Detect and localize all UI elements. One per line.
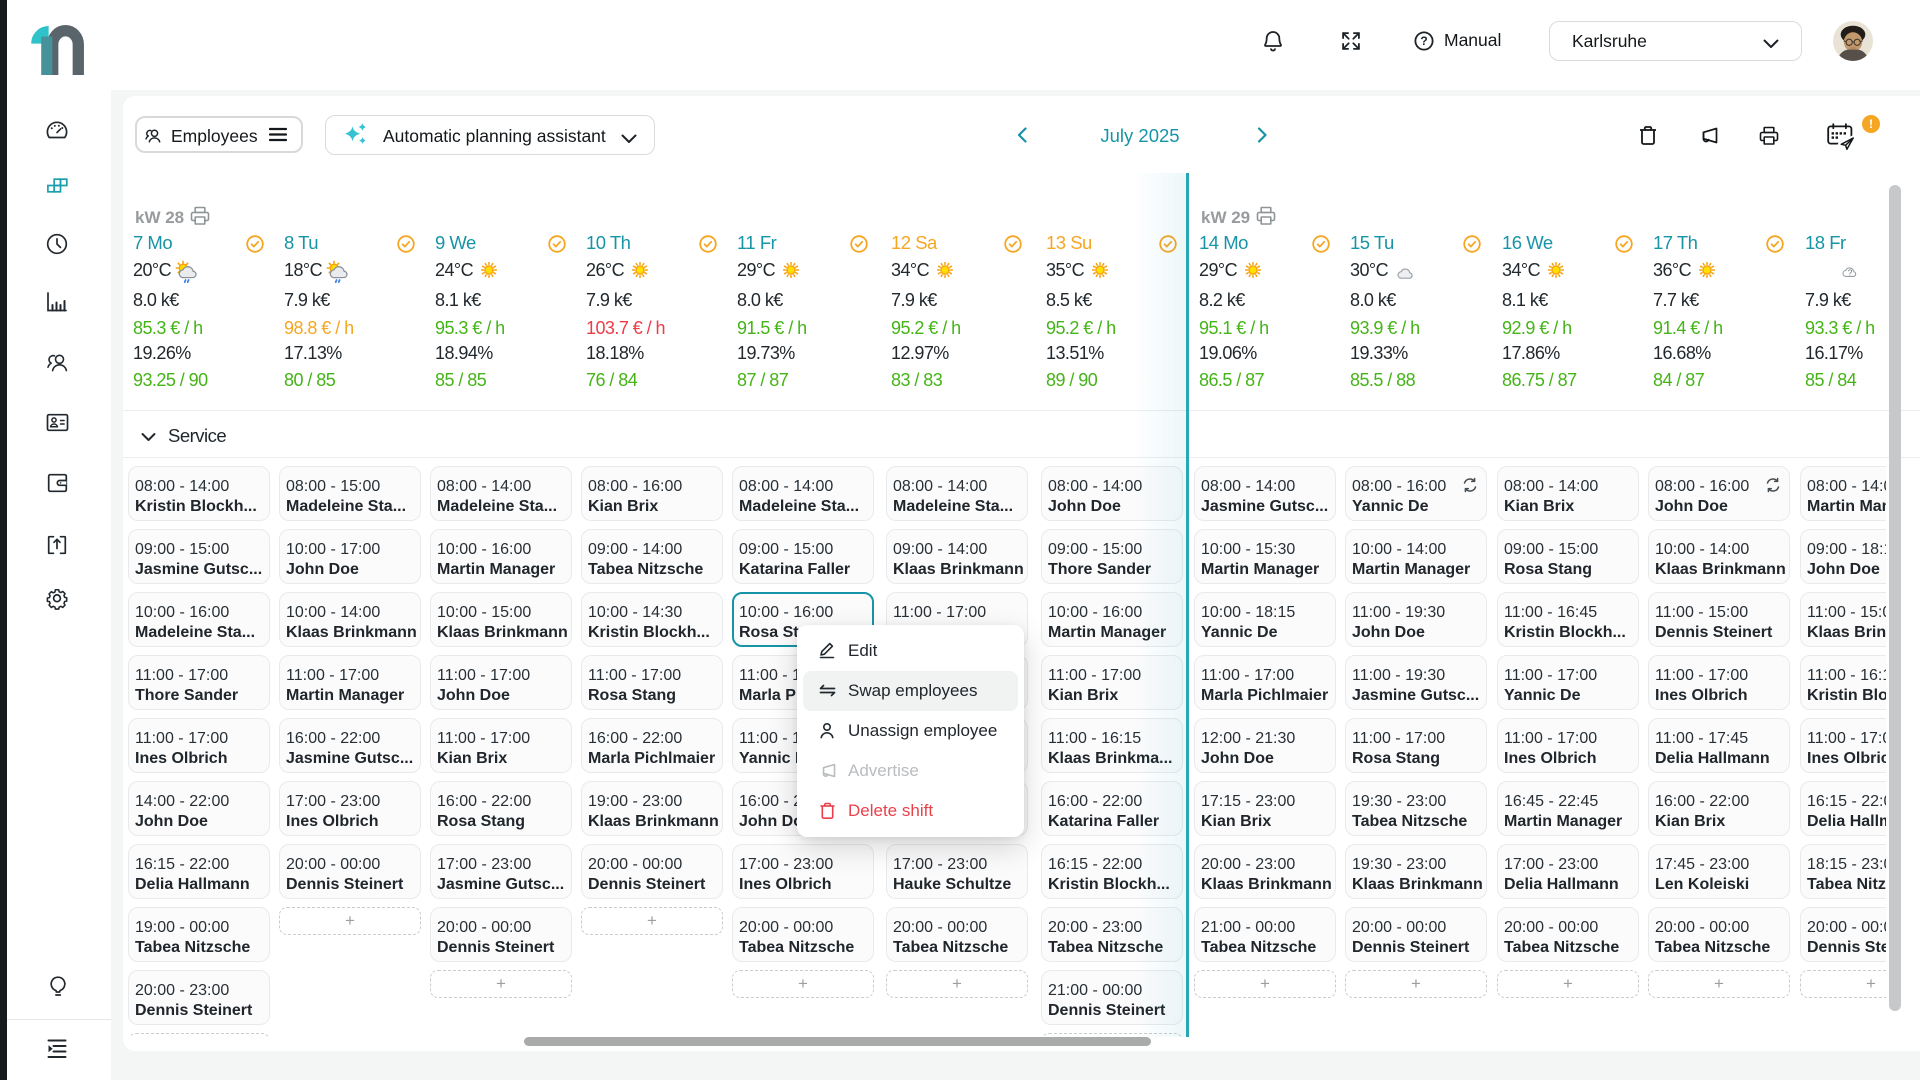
svg-text:?: ? (1848, 268, 1853, 278)
svg-text:?: ? (1420, 34, 1427, 48)
